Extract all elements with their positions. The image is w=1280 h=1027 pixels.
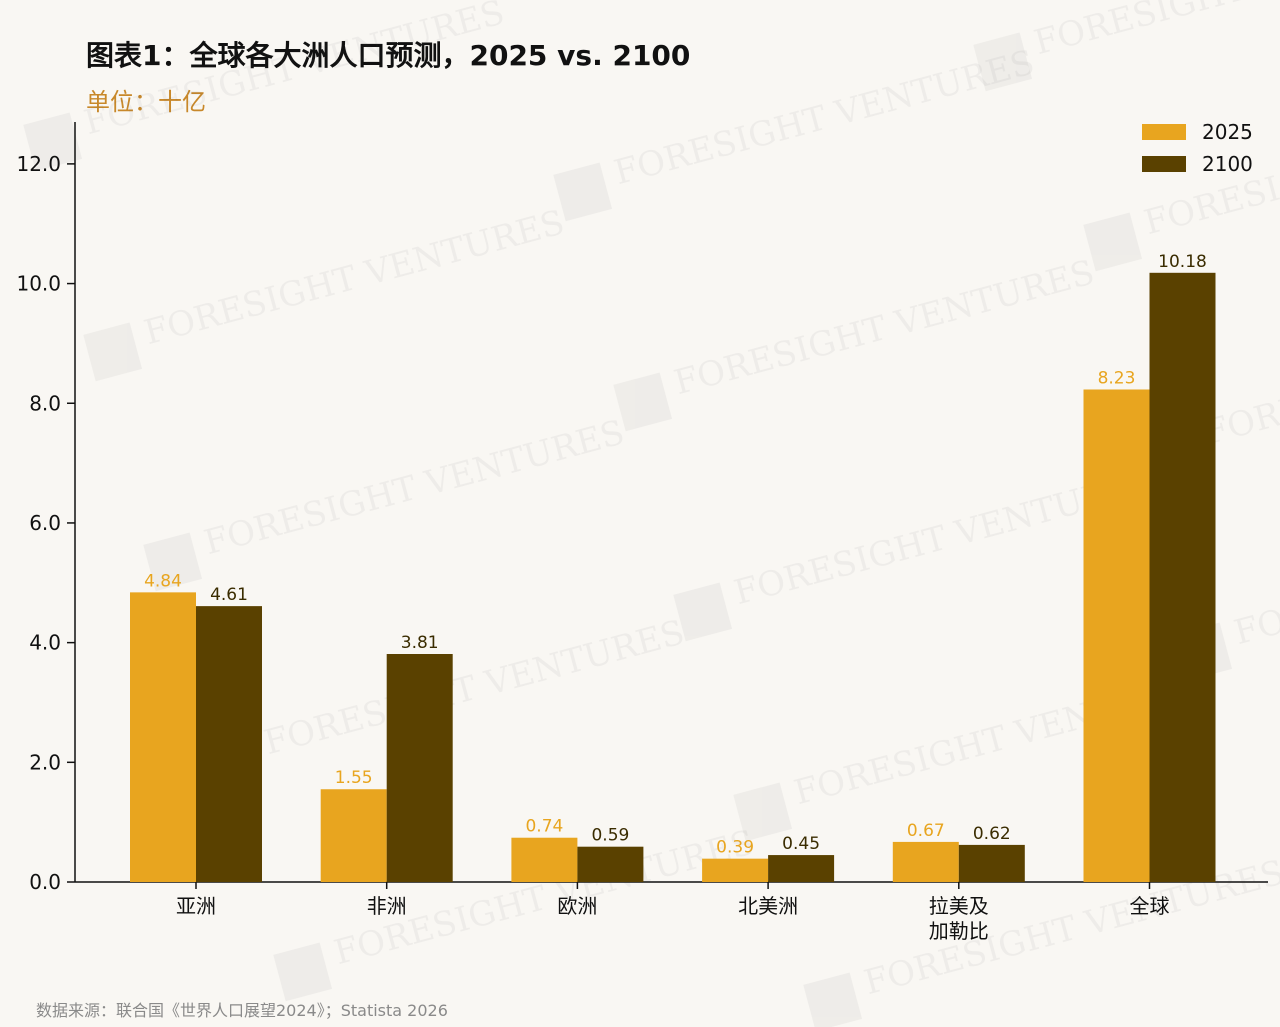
bar-value-label: 0.62 — [973, 824, 1011, 844]
y-tick-label: 12.0 — [16, 152, 61, 176]
bar-2025 — [511, 837, 578, 882]
watermark-logo-icon — [83, 322, 143, 382]
bar-value-label: 4.61 — [210, 585, 248, 605]
watermark-logo-icon — [273, 942, 333, 1002]
bar-value-label: 4.84 — [144, 571, 182, 591]
watermark-logo-icon — [1083, 212, 1143, 272]
bar-2025 — [1083, 389, 1150, 882]
legend-label: 2100 — [1202, 152, 1253, 176]
bar-value-label: 0.39 — [716, 838, 754, 858]
bar-value-label: 10.18 — [1158, 252, 1207, 272]
bar-value-label: 0.45 — [782, 834, 820, 854]
x-tick-label: 非洲 — [367, 894, 407, 918]
x-tick-label: 拉美及加勒比 — [929, 894, 989, 943]
bar-value-label: 0.67 — [907, 821, 945, 841]
watermark-text: FORESIGHT VENTURES — [200, 412, 629, 563]
legend-label: 2025 — [1202, 120, 1253, 144]
bar-value-label: 3.81 — [401, 633, 439, 653]
watermark-logo-icon — [673, 582, 733, 642]
bar-2025 — [320, 789, 387, 882]
watermark-logo-icon — [803, 972, 863, 1027]
legend-swatch-2100 — [1142, 156, 1186, 172]
watermark-logo-icon — [553, 162, 613, 222]
bar-2025 — [130, 592, 196, 882]
data-source-note: 数据来源：联合国《世界人口展望2024》；Statista 2026 — [36, 1001, 448, 1020]
bar-2100 — [958, 844, 1025, 882]
watermark: FORESIGHT VENTURES — [83, 202, 569, 382]
bar-2100 — [577, 846, 644, 882]
x-tick-label: 欧洲 — [557, 894, 597, 918]
bar-value-label: 0.74 — [525, 817, 563, 837]
y-tick-label: 2.0 — [29, 750, 61, 774]
watermark-logo-icon — [23, 112, 83, 172]
chart-title: 图表1：全球各大洲人口预测，2025 vs. 2100 — [86, 39, 691, 72]
x-tick-label: 北美洲 — [738, 894, 798, 918]
value-labels: 4.84 1.55 0.74 0.39 0.67 8.23 4.61 3.81 0.59 0.45… — [144, 252, 1207, 858]
watermark-text: FORESIGHT VENTURES — [140, 202, 569, 353]
chart-subtitle: 单位：十亿 — [86, 88, 206, 116]
watermark-text: FORESIGHT VENTURES — [610, 42, 1039, 193]
y-tick-label: 0.0 — [29, 870, 61, 894]
x-tick-label: 全球 — [1130, 894, 1170, 918]
watermark: FORESIGHT VENTURES — [23, 0, 509, 172]
watermark-text: FORESIGHT VENTURES — [260, 612, 689, 763]
legend-swatch-2025 — [1142, 124, 1186, 140]
watermark-logo-icon — [733, 782, 793, 842]
watermark: FORESIGHT VENTURES — [553, 42, 1039, 222]
watermark-text: FORESIGHT VENTURES — [80, 0, 509, 143]
bar-value-label: 0.59 — [591, 826, 629, 846]
bars — [130, 272, 1216, 882]
bar-2025 — [892, 841, 959, 882]
watermark-text: FORESIGHT VENTURES — [670, 252, 1099, 403]
y-tick-label: 10.0 — [16, 272, 61, 296]
watermark-logo-icon — [973, 32, 1033, 92]
y-tick-label: 6.0 — [29, 511, 61, 535]
bar-2100 — [196, 606, 262, 882]
legend: 2025 2100 — [1142, 120, 1253, 176]
bar-value-label: 1.55 — [335, 768, 373, 788]
watermark: FORESIGHT VENTURES — [143, 412, 629, 592]
axes: 0.0 2.0 4.0 6.0 8.0 10.0 12.0 亚洲 非洲 欧洲 北美洲 拉美及加勒比 全球 — [16, 122, 1268, 943]
watermark-logo-icon — [613, 372, 673, 432]
watermark-text: FORESIGHT VENTURES — [1230, 502, 1280, 653]
bar-value-label: 8.23 — [1098, 368, 1136, 388]
watermark: FORESIGHT VENTURES — [613, 252, 1099, 432]
watermark: FORESIGHT VENTURES — [973, 0, 1280, 92]
y-tick-label: 4.0 — [29, 631, 61, 655]
bar-2100 — [768, 855, 835, 882]
y-tick-label: 8.0 — [29, 391, 61, 415]
watermark-text: FORESIGHT VENTURES — [1030, 0, 1280, 63]
watermark-logo-icon — [143, 532, 203, 592]
bar-2100 — [386, 654, 453, 882]
x-tick-label: 亚洲 — [176, 894, 216, 918]
bar-2100 — [1149, 272, 1216, 882]
bar-2025 — [702, 858, 769, 882]
